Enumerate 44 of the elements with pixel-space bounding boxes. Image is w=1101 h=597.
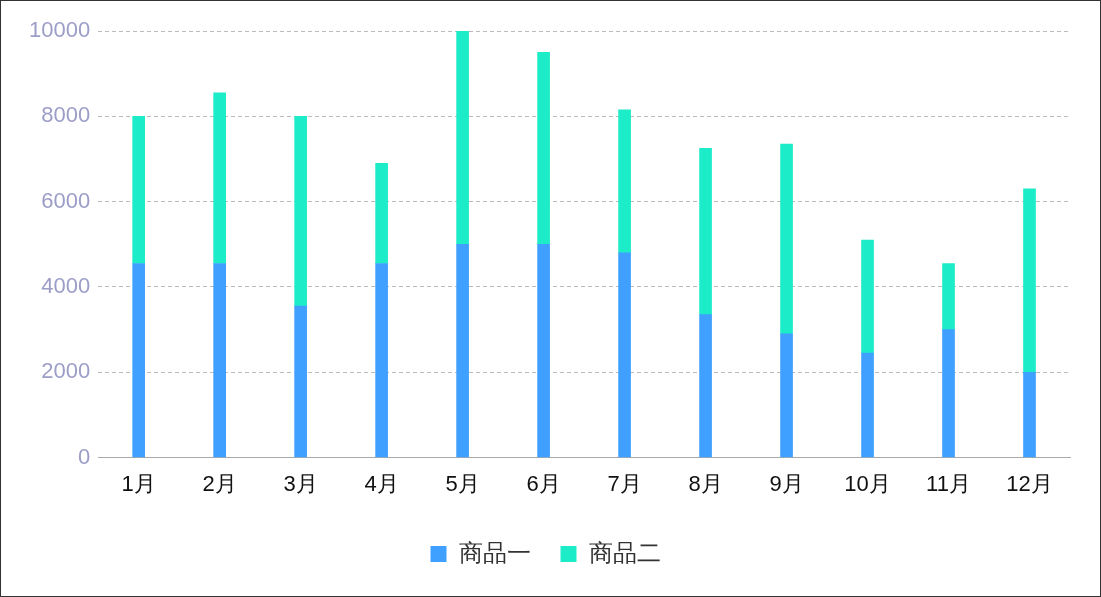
bar <box>942 329 955 458</box>
x-tick-label: 8月 <box>688 470 723 496</box>
x-tick-label: 3月 <box>283 470 318 496</box>
bar <box>780 333 793 458</box>
x-tick-label: 11月 <box>926 470 971 496</box>
y-tick-label: 4000 <box>41 273 91 299</box>
bar <box>456 243 469 458</box>
legend-label: 商品二 <box>588 538 661 566</box>
y-tick-label: 8000 <box>41 102 91 128</box>
bar <box>699 314 712 458</box>
bar <box>375 162 388 264</box>
bar <box>699 147 712 316</box>
bar <box>213 263 226 458</box>
bar <box>942 263 955 330</box>
bar <box>1023 371 1036 458</box>
x-tick-label: 12月 <box>1006 470 1053 496</box>
bar <box>780 143 793 335</box>
x-tick-label: 10月 <box>844 470 891 496</box>
legend-label: 商品一 <box>458 538 531 566</box>
bar <box>537 52 550 245</box>
y-tick-label: 2000 <box>41 358 91 384</box>
bar <box>213 92 226 264</box>
x-tick-label: 9月 <box>769 470 804 496</box>
bar <box>618 252 631 458</box>
x-tick-label: 1月 <box>121 470 156 496</box>
bar <box>861 352 874 458</box>
bar <box>1023 188 1036 373</box>
bar <box>132 263 145 458</box>
y-tick-label: 10000 <box>28 17 91 43</box>
bar <box>537 243 550 458</box>
y-tick-label: 0 <box>77 443 91 469</box>
bar <box>132 115 145 264</box>
y-tick-label: 6000 <box>41 187 91 213</box>
bar <box>375 263 388 458</box>
x-tick-label: 2月 <box>202 470 237 496</box>
bar <box>861 239 874 354</box>
x-tick-label: 4月 <box>364 470 399 496</box>
bar <box>618 109 631 254</box>
bar <box>294 305 307 458</box>
bar <box>456 31 469 245</box>
x-tick-label: 6月 <box>526 470 561 496</box>
bar <box>294 115 307 307</box>
x-tick-label: 7月 <box>607 470 642 496</box>
x-tick-label: 5月 <box>445 470 480 496</box>
